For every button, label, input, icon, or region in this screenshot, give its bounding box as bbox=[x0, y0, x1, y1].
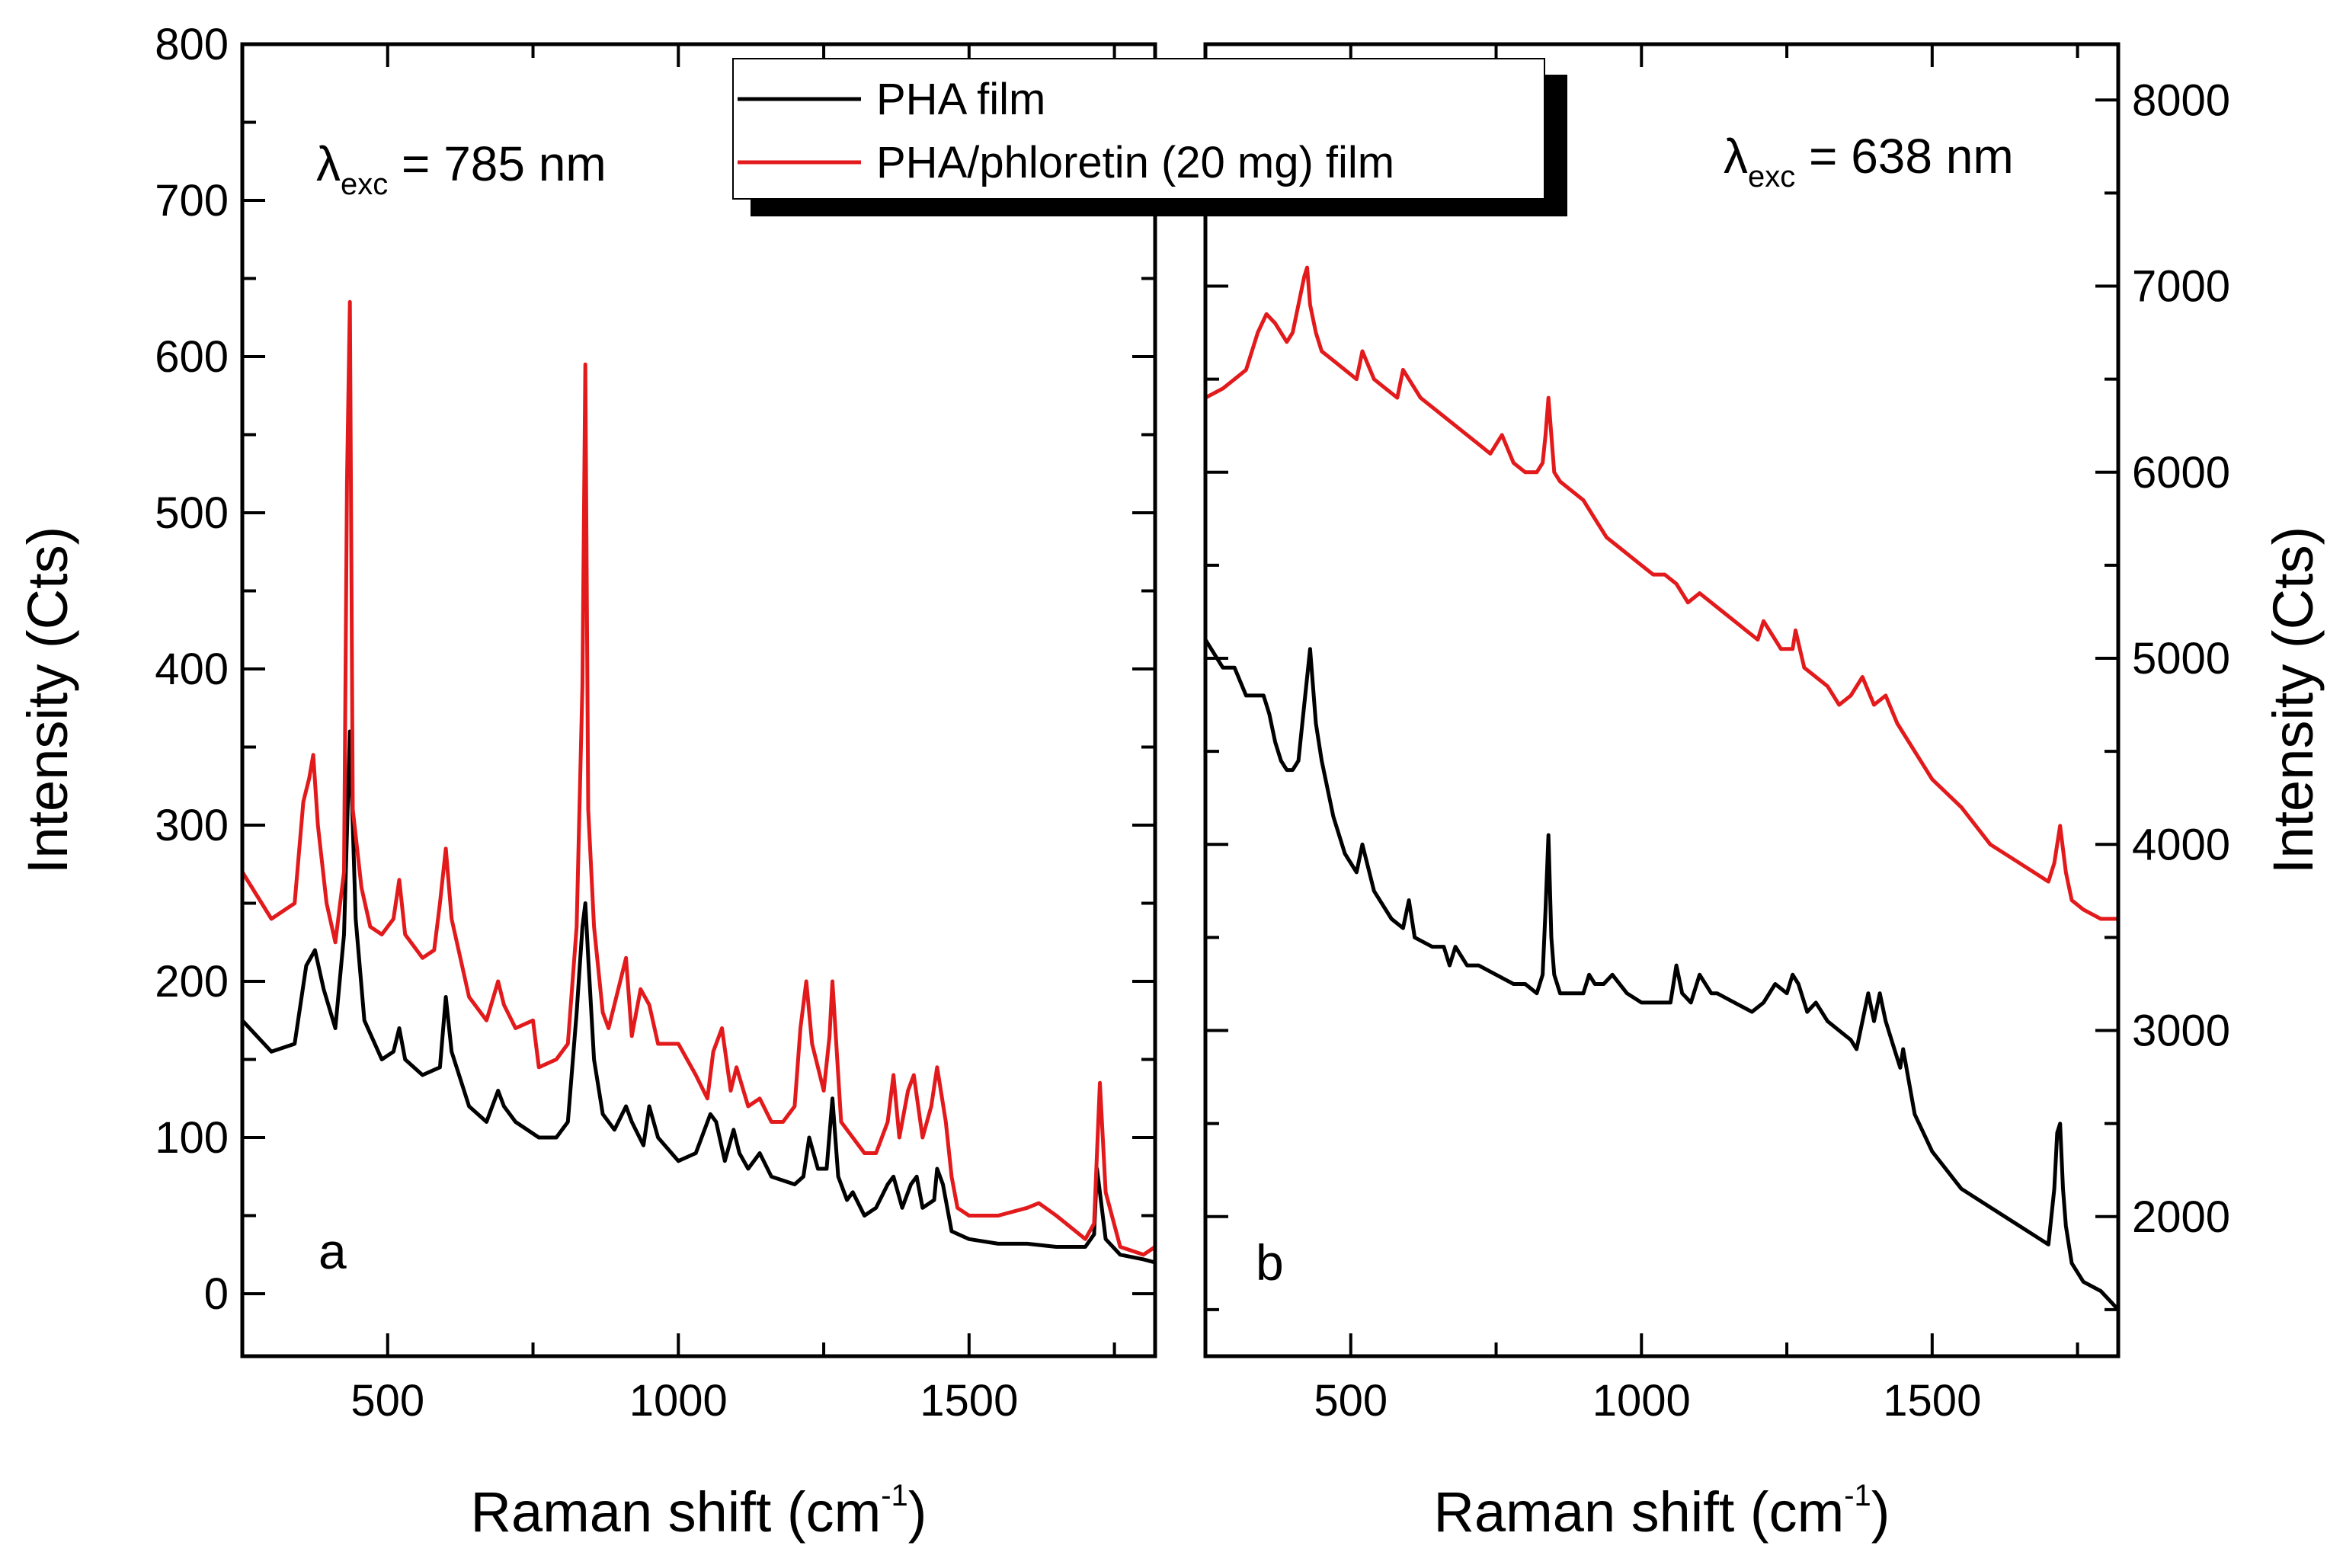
panel-b-excitation-label: λexc = 638 nm bbox=[1724, 129, 2014, 194]
x-tick-label: 1500 bbox=[1883, 1376, 1981, 1426]
panel-b-ticks: 500 1000 1500 2000 3000 4000 5000 6000 7000 8000 bbox=[1204, 44, 2230, 1426]
y-tick-label: 500 bbox=[155, 488, 229, 538]
x-tick-label: 500 bbox=[350, 1376, 424, 1426]
x-tick-label: 1000 bbox=[1592, 1376, 1691, 1426]
series-line-pha-phloretin bbox=[1204, 265, 2118, 921]
panel-b: 500 1000 15002000300040005000600070008000 … bbox=[1203, 42, 2325, 1544]
panel-b-series-lines bbox=[1203, 265, 2120, 1311]
x-tick-label: 1000 bbox=[629, 1376, 728, 1426]
y-tick-label: 2000 bbox=[2132, 1192, 2230, 1242]
series-line-pha bbox=[241, 729, 1156, 1265]
panel-a-letter: a bbox=[318, 1223, 347, 1279]
series-line-pha bbox=[1203, 638, 2120, 1311]
series-line-pha-phloretin bbox=[240, 299, 1157, 1257]
y-tick-label: 4000 bbox=[2132, 820, 2230, 869]
y-tick-label: 6000 bbox=[2132, 448, 2230, 498]
panel-a-ticks: 500 1000 1500 0 100 200 300 400 500 600 700 800 bbox=[155, 20, 1155, 1426]
y-tick-label: 200 bbox=[155, 957, 229, 1006]
panel-a-frame bbox=[240, 42, 1157, 1358]
y-tick-label: 300 bbox=[155, 801, 229, 850]
y-tick-label: 3000 bbox=[2132, 1006, 2230, 1056]
y-tick-label: 700 bbox=[155, 176, 229, 226]
panel-b-x-axis-title: Raman shift (cm-1) bbox=[1434, 1479, 1890, 1544]
panel-a-excitation-label: λexc = 785 nm bbox=[316, 136, 607, 201]
y-tick-label: 100 bbox=[155, 1113, 229, 1163]
legend: PHA film PHA/phloretin (20 mg) film bbox=[732, 58, 1567, 216]
y-tick-label: 8000 bbox=[2132, 75, 2230, 125]
panel-b-frame bbox=[1203, 42, 2121, 1358]
legend-label-pha: PHA film bbox=[876, 75, 1045, 124]
x-tick-label: 500 bbox=[1314, 1376, 1388, 1426]
y-tick-label: 5000 bbox=[2132, 634, 2230, 683]
y-tick-label: 600 bbox=[155, 332, 229, 382]
y-tick-label: 400 bbox=[155, 645, 229, 694]
x-tick-label: 1500 bbox=[920, 1376, 1018, 1426]
y-tick-label: 0 bbox=[204, 1269, 229, 1319]
panel-b-y-axis-title: Intensity (Cts) bbox=[2261, 526, 2325, 874]
panel-a-x-axis-title: Raman shift (cm-1) bbox=[471, 1479, 927, 1544]
panel-a-series-lines bbox=[240, 299, 1157, 1265]
panel-a: 500 1000 1500 0 100 200 300 400 500 600 700 800 Int… bbox=[16, 20, 1157, 1544]
y-tick-label: 800 bbox=[155, 20, 229, 69]
legend-box bbox=[732, 58, 1545, 200]
panel-b-letter: b bbox=[1256, 1234, 1284, 1291]
panel-a-y-axis-title: Intensity (Cts) bbox=[16, 526, 79, 874]
y-tick-label: 7000 bbox=[2132, 262, 2230, 312]
legend-label-pha-phloretin: PHA/phloretin (20 mg) film bbox=[876, 138, 1394, 187]
